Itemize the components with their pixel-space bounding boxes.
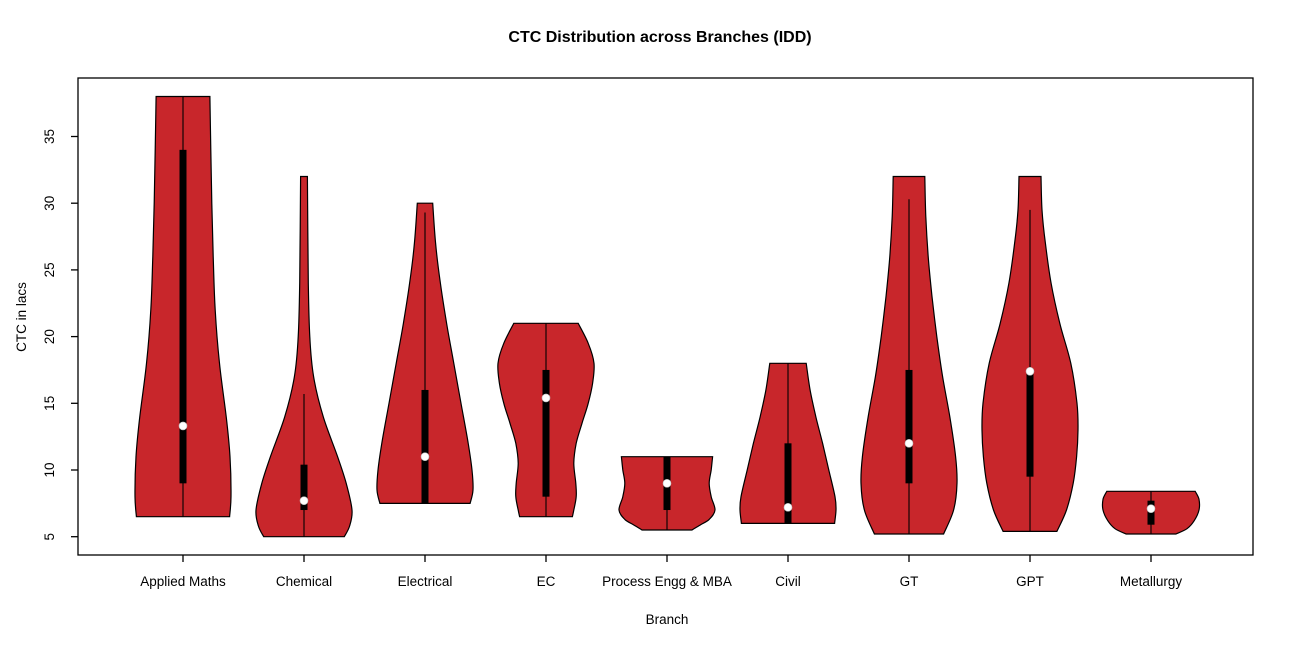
- x-tick-label: Applied Maths: [140, 574, 226, 589]
- iqr-box: [905, 369, 913, 484]
- y-tick-label: 15: [42, 396, 57, 411]
- x-tick-label: EC: [537, 574, 556, 589]
- chart-title: CTC Distribution across Branches (IDD): [508, 29, 811, 46]
- x-tick-label: GT: [900, 574, 919, 589]
- iqr-box: [300, 464, 308, 511]
- y-tick-label: 5: [42, 533, 57, 541]
- y-tick-label: 30: [42, 196, 57, 211]
- x-tick-label: Chemical: [276, 574, 332, 589]
- iqr-box: [179, 149, 187, 484]
- iqr-box: [542, 369, 550, 497]
- iqr-box: [1026, 371, 1034, 477]
- plot-box: [77, 77, 1254, 556]
- x-axis-title: Branch: [646, 612, 689, 627]
- median-dot: [1146, 504, 1156, 513]
- y-tick-label: 10: [42, 462, 57, 477]
- median-dot: [420, 452, 430, 461]
- iqr-box: [421, 389, 429, 504]
- x-tick-label: Metallurgy: [1120, 574, 1183, 589]
- median-dot: [541, 393, 551, 403]
- median-dot: [662, 479, 672, 488]
- median-dot: [1025, 366, 1035, 376]
- y-tick-label: 35: [42, 129, 57, 144]
- x-tick-label: GPT: [1016, 574, 1044, 589]
- x-tick-label: Process Engg & MBA: [602, 574, 732, 589]
- y-tick-label: 25: [42, 262, 57, 277]
- median-dot: [299, 496, 309, 505]
- y-tick-label: 20: [42, 329, 57, 344]
- violin-1: [255, 175, 353, 538]
- y-axis-title: CTC in lacs: [14, 282, 29, 352]
- median-dot: [904, 439, 914, 448]
- median-dot: [783, 503, 793, 512]
- plot-area: 5 10 15 20 25 30 35 Applied Maths Chemical Electr…: [42, 77, 1254, 589]
- iqr-box: [784, 443, 792, 524]
- x-tick-label: Electrical: [398, 574, 453, 589]
- median-dot: [178, 421, 188, 431]
- x-tick-label: Civil: [775, 574, 801, 589]
